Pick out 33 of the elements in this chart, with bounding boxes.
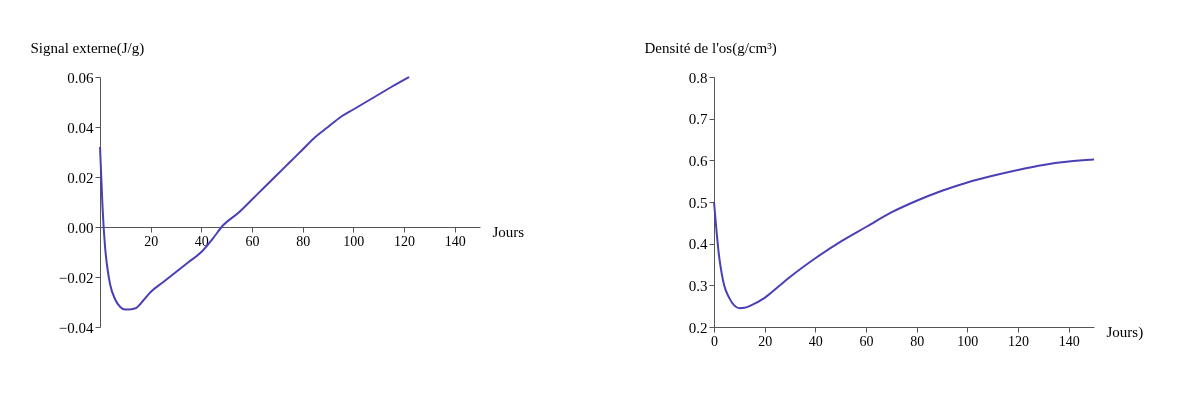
y-tick-label: −0.04 [58,319,94,336]
x-tick-label: 60 [859,333,874,349]
y-tick-label: 0.00 [67,219,94,236]
x-tick-label: 60 [245,233,260,249]
x-tick-label: 140 [444,233,466,249]
x-tick-label: 20 [144,233,159,249]
y-tick-label: 0.4 [688,236,708,253]
y-tick-label: 0.2 [688,319,708,336]
x-tick-label: 120 [394,233,415,249]
x-tick-label: 20 [758,333,773,349]
x-tick-label: 0 [711,333,718,349]
y-axis-title: Signal externe(J/g) [30,39,145,57]
y-tick-label: 0.04 [67,119,94,136]
y-tick-label: 0.6 [688,152,708,169]
x-tick-label: 140 [1058,333,1080,349]
y-tick-label: 0.3 [688,277,708,294]
y-tick-label: 0.8 [688,69,708,86]
x-tick-label: 120 [1008,333,1029,349]
x-axis-title: Jours [492,223,525,240]
y-tick-label: −0.02 [58,269,94,286]
x-tick-label: 100 [957,333,979,349]
x-tick-label: 80 [910,333,925,349]
y-tick-label: 0.02 [67,169,94,186]
y-tick-label: 0.7 [688,111,708,128]
line-series [713,158,1095,310]
x-tick-label: 100 [343,233,365,249]
x-tick-label: 80 [296,233,311,249]
y-axis-title: Densité de l'os(g/cm³) [644,39,777,57]
x-tick-label: 40 [194,233,209,249]
x-axis-title: Jours) [1106,323,1144,341]
y-tick-label: 0.5 [688,194,708,211]
x-tick-label: 40 [808,333,823,349]
y-tick-label: 0.06 [67,69,94,86]
